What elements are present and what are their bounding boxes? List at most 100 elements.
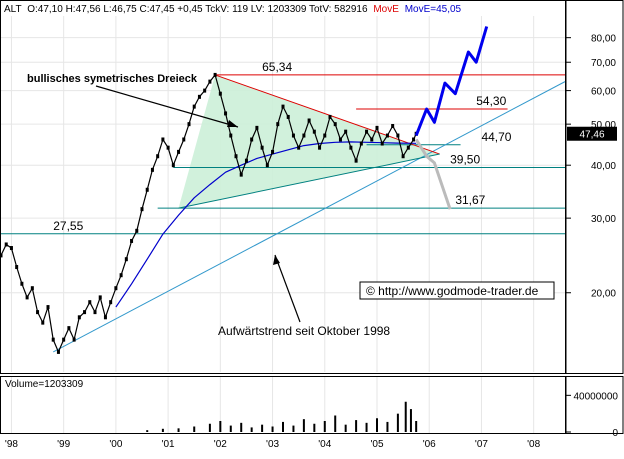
y-tick-label-0: 80,00 <box>591 34 616 45</box>
volume-bar-7 <box>240 422 243 432</box>
level-label-0: 65,34 <box>262 60 292 74</box>
volume-bar-18 <box>355 420 358 432</box>
price-point-72 <box>375 125 379 130</box>
price-point-19 <box>98 295 102 300</box>
price-point-31 <box>161 137 165 142</box>
price-point-29 <box>150 167 154 172</box>
triangle-resistance-line <box>214 74 440 155</box>
triangle-fill <box>178 74 440 209</box>
price-point-50 <box>260 145 264 150</box>
price-point-76 <box>396 133 400 138</box>
svg-text:ALT O:47,10 H:47,56 L:46: ALT O:47,10 H:47,56 L:46,75 C:47,45 +0,4… <box>4 4 462 15</box>
price-point-12 <box>62 337 66 342</box>
volume-bar-16 <box>334 415 337 432</box>
bull-projection-line <box>414 26 489 137</box>
price-point-42 <box>218 91 222 96</box>
price-point-49 <box>255 125 259 130</box>
price-point-40 <box>208 79 212 84</box>
price-point-63 <box>328 114 332 119</box>
price-point-54 <box>281 104 285 109</box>
price-point-68 <box>354 158 358 163</box>
volume-bar-22 <box>396 413 399 432</box>
price-point-36 <box>187 122 191 127</box>
price-point-11 <box>56 349 60 354</box>
x-tick-label-6: '04 <box>318 439 331 450</box>
volume-bar-14 <box>313 423 316 432</box>
price-point-51 <box>265 163 269 168</box>
volume-bar-19 <box>365 422 368 432</box>
volume-bar-1 <box>161 428 164 432</box>
x-tick-label-4: '02 <box>214 439 227 450</box>
x-tick-label-5: '03 <box>266 439 279 450</box>
volume-bar-12 <box>292 425 295 432</box>
price-point-27 <box>140 207 144 212</box>
price-point-74 <box>385 133 389 138</box>
price-point-56 <box>291 133 295 138</box>
price-point-26 <box>135 228 139 233</box>
price-point-16 <box>83 310 87 315</box>
price-point-58 <box>302 133 306 138</box>
price-point-66 <box>344 129 348 134</box>
volume-axis-panel <box>565 376 624 434</box>
y-tick-label-2: 60,00 <box>591 87 616 98</box>
triangle-layer <box>178 74 440 209</box>
y-tick-label-3: 50,00 <box>591 120 616 131</box>
price-point-67 <box>349 145 353 150</box>
price-point-25 <box>130 238 134 243</box>
volume-tick-label-1: 0 <box>612 428 618 439</box>
volume-tick-label-0: 40000000 <box>574 391 619 402</box>
price-point-70 <box>365 129 369 134</box>
current-price-tag <box>567 126 617 141</box>
x-tick-label-2: '00 <box>109 439 122 450</box>
triangle-support-line <box>178 153 440 209</box>
price-point-3 <box>15 265 19 270</box>
price-point-55 <box>286 114 290 119</box>
volume-bar-9 <box>261 424 264 432</box>
price-point-71 <box>370 137 374 142</box>
price-point-73 <box>380 141 384 146</box>
price-point-43 <box>224 111 228 116</box>
trend-annotation: Aufwärtstrend seit Oktober 1998 <box>218 324 390 338</box>
price-point-20 <box>103 315 107 320</box>
price-point-65 <box>338 137 342 142</box>
header-move-value: MovE=45,05 <box>405 4 462 15</box>
bear-projection-line <box>414 138 452 210</box>
price-axis-panel <box>565 0 624 374</box>
volume-bar-15 <box>323 421 326 432</box>
level-label-2: 44,70 <box>481 130 511 144</box>
price-point-35 <box>182 137 186 142</box>
price-point-23 <box>119 273 123 278</box>
x-tick-label-10: '08 <box>527 439 540 450</box>
price-point-47 <box>244 158 248 163</box>
price-point-41 <box>213 72 217 77</box>
volume-bar-4 <box>208 423 211 432</box>
series-layer <box>0 26 489 354</box>
trend-annotation-arrow <box>274 254 301 323</box>
price-point-24 <box>124 257 128 262</box>
price-point-10 <box>51 337 55 342</box>
current-price-label: 47,46 <box>579 130 604 141</box>
y-tick-label-1: 70,00 <box>591 58 616 69</box>
volume-bar-21 <box>386 421 389 432</box>
price-point-18 <box>93 310 97 315</box>
price-point-45 <box>234 154 238 159</box>
price-point-64 <box>333 122 337 127</box>
price-point-59 <box>307 118 311 123</box>
level-label-3: 39,50 <box>450 153 480 167</box>
volume-title: Volume=1203309 <box>5 379 84 390</box>
price-point-52 <box>271 149 275 154</box>
header-ohlc: O:47,10 H:47,56 L:46,75 C:47,45 +0,45 Tc… <box>27 4 368 15</box>
price-point-33 <box>171 163 175 168</box>
price-point-34 <box>177 149 181 154</box>
triangle-annotation-arrow <box>95 85 239 128</box>
price-point-17 <box>88 300 92 305</box>
volume-bar-10 <box>271 426 274 432</box>
volume-bar-3 <box>193 426 196 432</box>
price-point-53 <box>276 122 280 127</box>
y-tick-label-4: 40,00 <box>591 161 616 172</box>
price-point-21 <box>109 300 113 305</box>
axis-layer: 80,00 70,00 60,00 50,00 40,00 30,00 20,00 '98 '9… <box>5 34 619 450</box>
volume-bar-5 <box>219 421 222 432</box>
x-tick-label-0: '98 <box>5 439 18 450</box>
